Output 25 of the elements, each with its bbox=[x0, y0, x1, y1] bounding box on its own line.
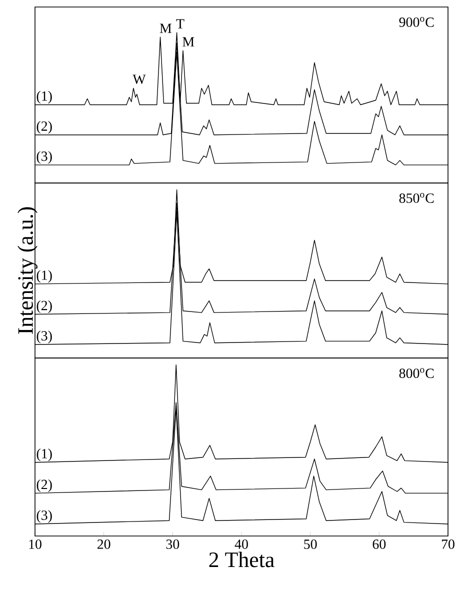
series-label: (2) bbox=[36, 479, 52, 492]
x-tick-label: 60 bbox=[372, 540, 386, 549]
series-label: (3) bbox=[36, 330, 52, 344]
x-tick-label: 70 bbox=[442, 540, 454, 549]
annotation: M bbox=[160, 24, 172, 33]
series-label: (1) bbox=[36, 90, 52, 104]
annotation: 850$^{o}$C bbox=[399, 192, 434, 203]
x-tick-label: 10 bbox=[29, 540, 42, 549]
annotation: T bbox=[176, 19, 184, 28]
x-tick-label: 30 bbox=[166, 540, 180, 549]
series-label: (3) bbox=[36, 510, 52, 523]
x-tick-label: 20 bbox=[97, 540, 110, 549]
annotation: 800$^{o}$C bbox=[399, 368, 434, 378]
series-label: (1) bbox=[36, 448, 52, 462]
annotation: M bbox=[182, 37, 194, 46]
x-tick-label: 40 bbox=[234, 540, 248, 549]
series-label: (1) bbox=[36, 270, 52, 283]
x-axis-title: 2 Theta bbox=[209, 552, 274, 568]
x-tick-label: 50 bbox=[304, 540, 317, 549]
annotation: W bbox=[132, 74, 146, 84]
y-axis-title: Intensity (a.u.) bbox=[18, 207, 38, 334]
series-label: (2) bbox=[36, 121, 52, 134]
series-label: (3) bbox=[36, 151, 52, 164]
series-label: (2) bbox=[36, 300, 52, 314]
text: 900$^{o}$C bbox=[399, 16, 434, 27]
